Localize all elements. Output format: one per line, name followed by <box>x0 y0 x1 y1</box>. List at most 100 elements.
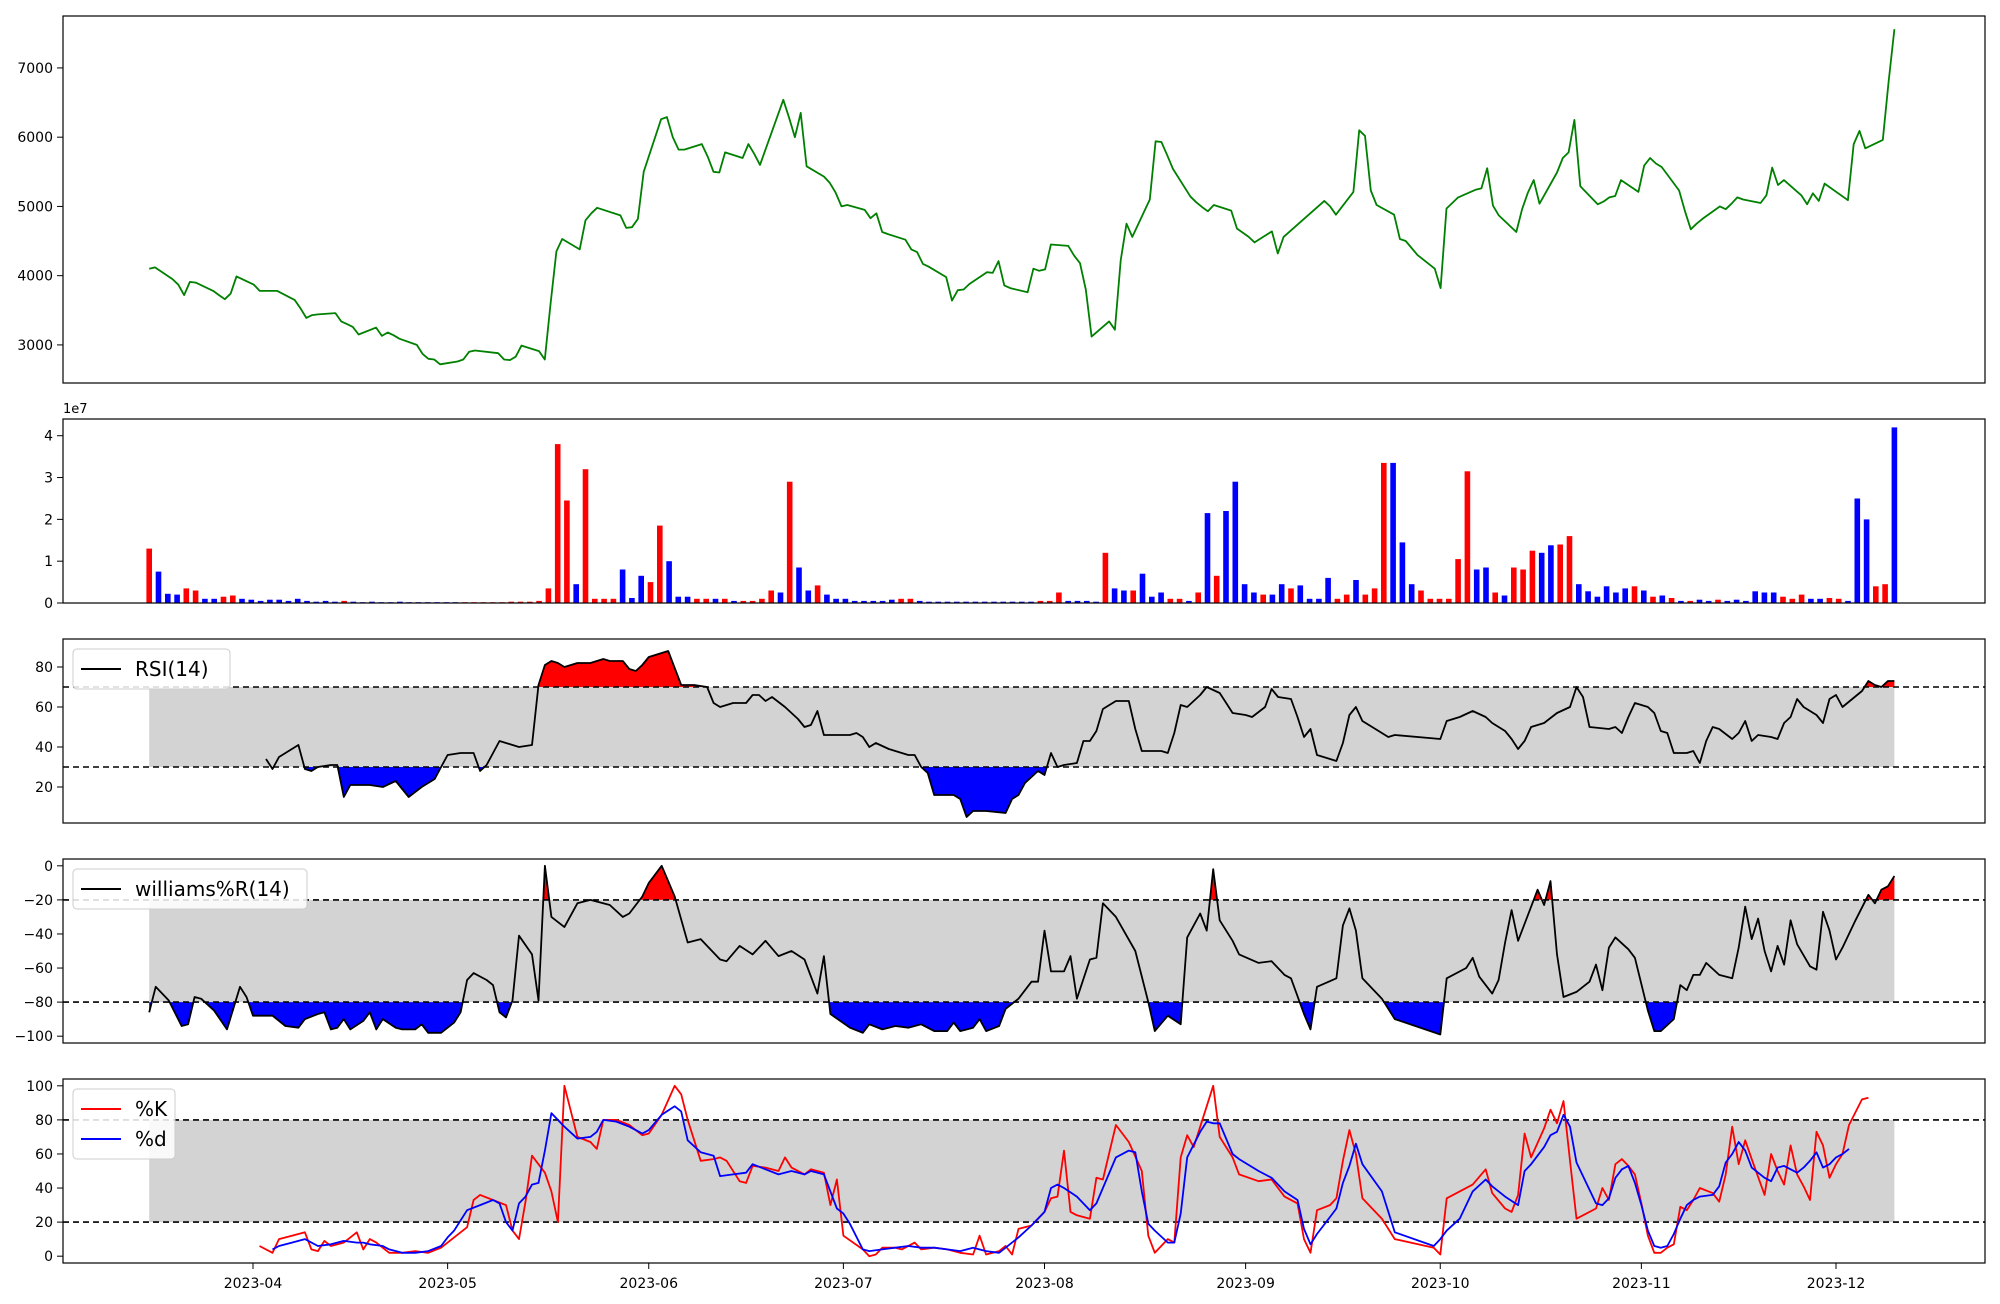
volume-ytick-label: 4 <box>44 429 53 445</box>
x-tick-label: 2023-11 <box>1612 1276 1671 1292</box>
volume-bar <box>768 590 774 603</box>
volume-bar <box>220 596 227 603</box>
volume-bar <box>1371 588 1378 603</box>
volume-bar <box>731 600 737 603</box>
volume-bar <box>1817 598 1823 603</box>
volume-bar <box>257 600 264 603</box>
stochastic-legend-label: %K <box>135 1097 168 1121</box>
price-ytick-label: 3000 <box>17 338 53 354</box>
volume-bar <box>1316 598 1322 603</box>
x-tick-label: 2023-06 <box>620 1276 679 1292</box>
williams-oversold-fill <box>829 1002 1015 1033</box>
volume-bar <box>907 598 914 603</box>
stochastic-ytick-label: 20 <box>35 1215 53 1231</box>
volume-bar <box>1111 588 1118 603</box>
volume-bar <box>712 598 719 603</box>
volume-bar <box>174 594 180 603</box>
volume-bar <box>248 599 255 603</box>
volume-axes-border <box>62 418 1986 604</box>
rsi-overbought-fill <box>538 651 708 687</box>
price-axes-border <box>62 15 1986 384</box>
volume-ytick-label: 2 <box>44 512 53 528</box>
volume-bar <box>1139 573 1146 603</box>
x-tick-label: 2023-09 <box>1216 1276 1275 1292</box>
volume-bar <box>1204 513 1211 603</box>
williams-ytick-label: 0 <box>44 859 53 875</box>
volume-bar <box>1130 590 1136 603</box>
volume-bar <box>833 598 839 603</box>
volume-bar <box>369 601 375 603</box>
volume-bar <box>1158 592 1164 603</box>
volume-bar <box>1501 595 1508 603</box>
volume-bar <box>332 601 338 603</box>
volume-bar <box>619 569 626 603</box>
volume-bar <box>230 595 236 603</box>
volume-bar <box>1362 594 1369 603</box>
stochastic-legend-box <box>72 1088 176 1160</box>
volume-bar <box>1232 481 1239 603</box>
rsi-ytick-label: 80 <box>35 660 53 676</box>
williams-axes-border <box>62 858 1986 1044</box>
volume-bar <box>592 598 598 603</box>
x-tick-label: 2023-08 <box>1015 1276 1074 1292</box>
volume-bar <box>1056 592 1062 603</box>
volume-bar <box>1538 552 1545 603</box>
volume-bar <box>313 601 320 603</box>
volume-bar <box>1121 590 1127 603</box>
volume-bar <box>944 601 951 603</box>
volume-bar <box>239 598 245 603</box>
volume-bar <box>1696 599 1703 603</box>
volume-bar <box>1798 594 1805 603</box>
volume-bar <box>1176 598 1183 603</box>
volume-bar <box>554 444 561 603</box>
volume-bar <box>963 601 969 603</box>
volume-bar <box>1381 462 1387 603</box>
volume-bar <box>814 585 821 603</box>
williams-line <box>148 864 1896 1036</box>
stochastic-ytick-label: 40 <box>35 1181 53 1197</box>
volume-bar <box>1084 600 1090 603</box>
volume-bar <box>1557 544 1563 603</box>
volume-bar <box>304 600 310 603</box>
volume-bar <box>740 600 747 603</box>
stochastic-d-line <box>272 1105 1850 1254</box>
volume-bar <box>851 600 858 603</box>
williams-overbought-fill <box>639 865 676 900</box>
volume-bar <box>536 600 542 603</box>
volume-bar <box>1650 596 1656 603</box>
williams-oversold-fill <box>1384 1002 1444 1035</box>
volume-bar <box>1835 598 1842 603</box>
volume-bar <box>759 598 765 603</box>
volume-bar <box>267 599 273 603</box>
volume-bar <box>1390 462 1396 603</box>
volume-bar <box>1186 600 1192 603</box>
volume-bar <box>1761 592 1768 603</box>
volume-bar <box>879 600 886 603</box>
rsi-oversold-fill <box>337 767 442 797</box>
rsi-legend-label: RSI(14) <box>135 657 209 681</box>
williams-ytick-label: −20 <box>23 893 53 909</box>
volume-bar <box>545 588 552 603</box>
volume-bar <box>294 598 301 603</box>
volume-bar <box>1724 600 1731 603</box>
williams-overbought-fill <box>1533 889 1542 900</box>
rsi-oversold-fill <box>304 767 318 771</box>
volume-bar <box>842 598 849 603</box>
volume-bar <box>1863 519 1870 603</box>
volume-bar <box>573 584 579 603</box>
volume-bar <box>1149 596 1155 603</box>
volume-bar <box>1074 600 1081 603</box>
volume-bar <box>1529 550 1536 603</box>
volume-bar <box>155 571 162 603</box>
volume-bar <box>527 601 533 603</box>
volume-bar <box>1065 600 1071 603</box>
volume-bar <box>1241 584 1248 603</box>
volume-axes-bg <box>63 419 1985 603</box>
rsi-ytick-label: 40 <box>35 740 53 756</box>
volume-bar <box>1102 552 1109 603</box>
volume-bar <box>1520 569 1526 603</box>
volume-bar <box>1019 601 1025 603</box>
volume-bar <box>1678 600 1684 603</box>
volume-bar <box>202 598 208 603</box>
